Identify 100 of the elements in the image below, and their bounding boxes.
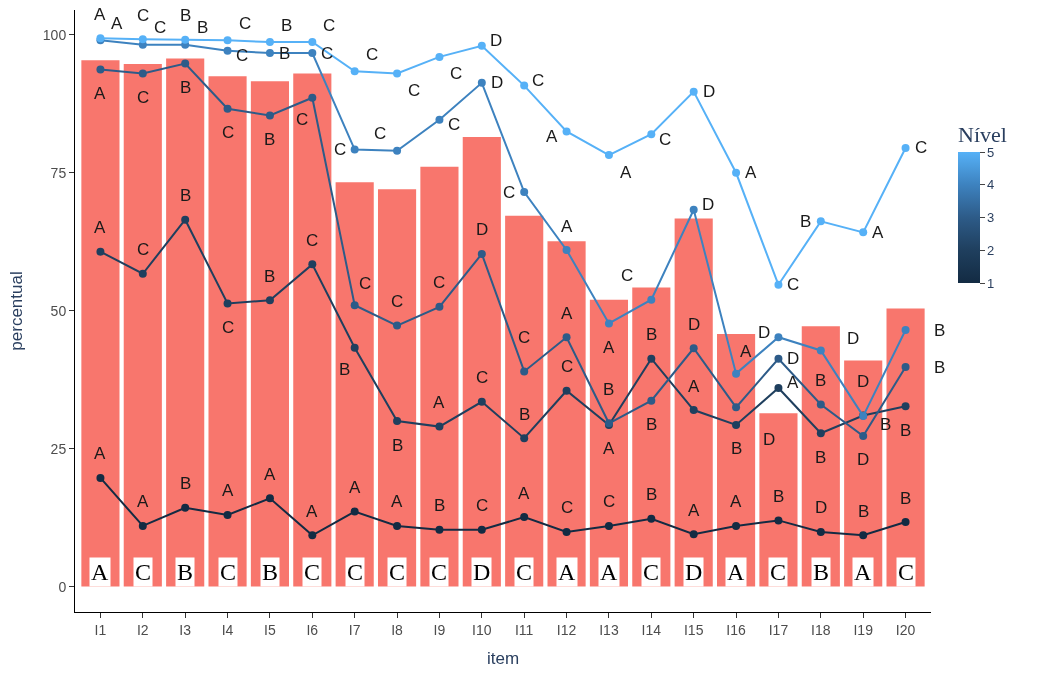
data-label: A — [137, 492, 149, 511]
data-label: A — [620, 163, 632, 182]
data-label: C — [222, 318, 235, 337]
data-label: C — [408, 81, 421, 100]
color-bar-label: 3 — [987, 210, 995, 226]
data-label: C — [359, 274, 372, 293]
data-label: C — [476, 496, 489, 515]
data-label: A — [391, 492, 403, 511]
point — [732, 521, 741, 530]
data-label: D — [688, 315, 701, 334]
bar — [335, 182, 374, 587]
point — [859, 228, 868, 237]
data-label: B — [880, 415, 892, 434]
point — [647, 130, 656, 139]
data-label: B — [934, 358, 946, 377]
x-tick-label: I18 — [811, 621, 831, 638]
data-label: C — [448, 115, 461, 134]
point — [520, 81, 529, 90]
data-label: C — [659, 130, 672, 149]
point — [859, 531, 868, 540]
point — [562, 246, 571, 255]
point — [181, 215, 190, 224]
data-label: C — [323, 16, 336, 35]
data-label: B — [177, 559, 194, 585]
data-label: A — [91, 559, 109, 585]
data-label: D — [847, 329, 860, 348]
point — [774, 280, 783, 289]
data-label: B — [281, 16, 293, 35]
data-label: B — [264, 130, 276, 149]
point — [435, 52, 444, 61]
bar — [462, 136, 501, 587]
point — [604, 521, 613, 530]
data-label: B — [262, 559, 279, 585]
point — [562, 386, 571, 395]
x-tick-label: I11 — [514, 621, 534, 638]
point — [689, 406, 698, 415]
data-label: A — [111, 14, 123, 33]
point — [689, 87, 698, 96]
data-label: C — [503, 183, 516, 202]
point — [308, 260, 317, 269]
data-label: A — [306, 502, 318, 521]
color-bar-label: 2 — [987, 242, 995, 258]
data-label: C — [222, 123, 235, 142]
data-label: D — [702, 195, 715, 214]
point — [732, 420, 741, 429]
data-label: D — [763, 430, 776, 449]
data-label: B — [434, 496, 446, 515]
data-label: A — [745, 163, 757, 182]
data-label: B — [392, 436, 404, 455]
color-bar-label: 4 — [987, 177, 995, 193]
point — [308, 38, 317, 46]
point — [393, 69, 402, 78]
point — [562, 127, 571, 136]
bar — [377, 189, 417, 587]
point — [393, 146, 402, 155]
point — [308, 531, 317, 540]
point — [308, 49, 317, 58]
data-label: C — [433, 273, 446, 292]
data-label: C — [389, 559, 406, 585]
data-label: D — [491, 73, 504, 92]
point — [477, 397, 486, 406]
point — [223, 104, 232, 113]
data-label: B — [603, 380, 615, 399]
data-label: C — [135, 559, 152, 585]
x-tick-label: I19 — [853, 621, 874, 638]
point — [647, 514, 656, 523]
data-label: B — [813, 559, 830, 585]
point — [816, 400, 825, 409]
data-label: C — [431, 559, 448, 585]
data-label: A — [740, 342, 752, 361]
point — [138, 35, 147, 44]
data-label: D — [703, 82, 716, 101]
point — [138, 269, 147, 278]
point — [520, 513, 529, 522]
data-label: A — [787, 373, 799, 392]
data-label: B — [858, 502, 870, 521]
data-label: A — [688, 377, 700, 396]
x-tick-label: I14 — [641, 621, 662, 638]
bar — [208, 76, 247, 587]
point — [223, 510, 232, 519]
point — [816, 346, 825, 355]
y-tick-label: 25 — [50, 440, 67, 457]
point — [138, 69, 147, 78]
point — [689, 344, 698, 353]
data-label: A — [546, 127, 558, 146]
data-label: A — [264, 465, 276, 484]
data-label: C — [518, 328, 531, 347]
data-label: C — [296, 110, 309, 129]
x-tick-label: I17 — [768, 621, 789, 638]
x-tick-label: I16 — [726, 621, 747, 638]
data-label: D — [758, 323, 771, 342]
data-label: A — [222, 481, 234, 500]
data-label: B — [180, 6, 192, 25]
data-label: C — [770, 559, 787, 585]
point — [181, 35, 190, 44]
data-label: C — [304, 559, 321, 585]
x-tick-label: I20 — [895, 621, 916, 638]
data-label: C — [366, 45, 379, 64]
point — [393, 417, 402, 426]
point — [520, 367, 529, 376]
